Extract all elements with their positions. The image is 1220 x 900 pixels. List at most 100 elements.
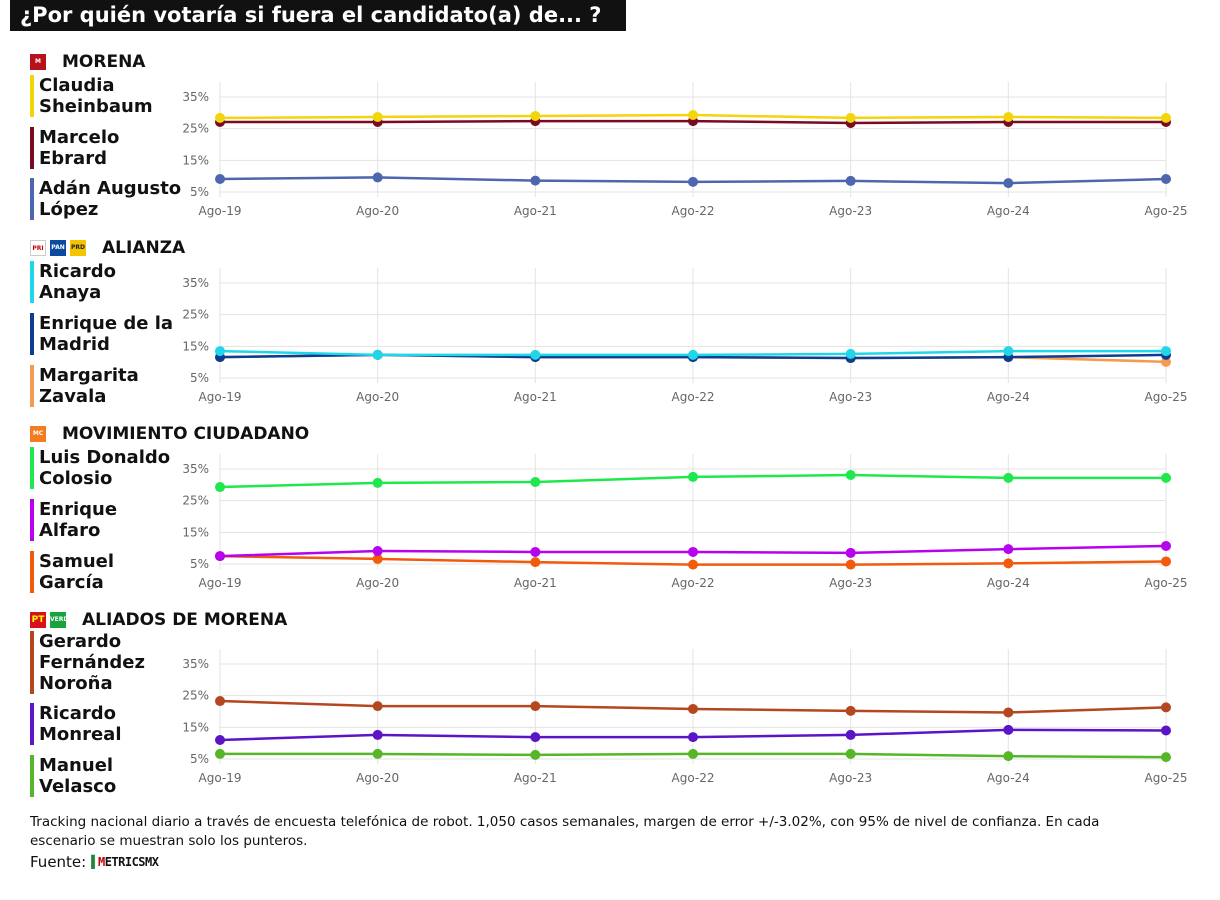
data-point[interactable] — [215, 696, 225, 707]
data-point[interactable] — [688, 176, 698, 187]
data-point[interactable] — [530, 476, 541, 487]
data-point[interactable] — [215, 174, 225, 185]
data-point[interactable] — [372, 748, 383, 759]
data-point[interactable] — [688, 732, 698, 743]
series — [215, 748, 1171, 763]
data-point[interactable] — [1161, 356, 1171, 367]
data-point[interactable] — [845, 705, 856, 716]
mc-logo-icon: MC — [30, 426, 46, 442]
legend-entry: Enrique Alfaro — [30, 499, 117, 541]
data-point[interactable] — [1003, 707, 1014, 718]
data-point[interactable] — [688, 471, 698, 482]
panel-header: PT VERDE ALIADOS DE MORENA — [30, 610, 287, 630]
legend-entry: Samuel García — [30, 551, 114, 593]
data-point[interactable] — [1161, 702, 1171, 713]
data-point[interactable] — [688, 546, 698, 557]
data-point[interactable] — [530, 701, 541, 712]
data-point[interactable] — [372, 546, 383, 557]
data-point[interactable] — [1161, 540, 1171, 551]
line-chart: 5% 15% 25% 35% Ago-19 Ago-20 Ago-21 Ago-22 Ago-2… — [182, 649, 1188, 785]
party-name: MORENA — [62, 52, 146, 72]
data-point[interactable] — [1003, 544, 1014, 555]
y-tick-label: 35% — [182, 657, 209, 671]
data-point[interactable] — [1161, 556, 1171, 567]
data-point[interactable] — [1161, 346, 1171, 357]
data-point[interactable] — [215, 735, 225, 745]
data-point[interactable] — [372, 349, 383, 360]
data-point[interactable] — [845, 547, 856, 558]
x-tick-label: Ago-25 — [1145, 771, 1188, 785]
data-point[interactable] — [530, 732, 541, 743]
x-tick-label: Ago-22 — [672, 204, 715, 218]
x-tick-label: Ago-19 — [199, 576, 242, 590]
data-point[interactable] — [215, 482, 225, 493]
data-point[interactable] — [530, 749, 541, 760]
data-point[interactable] — [215, 112, 225, 123]
data-point[interactable] — [1003, 178, 1014, 189]
morena-logo-icon: M — [30, 54, 46, 70]
y-tick-label: 25% — [182, 689, 209, 703]
data-point[interactable] — [688, 349, 698, 360]
data-point[interactable] — [688, 748, 698, 759]
data-point[interactable] — [372, 729, 383, 740]
data-point[interactable] — [372, 477, 383, 488]
data-point[interactable] — [845, 559, 856, 570]
party-name: MOVIMIENTO CIUDADANO — [62, 424, 310, 444]
data-point[interactable] — [845, 175, 856, 186]
data-point[interactable] — [1161, 472, 1171, 483]
data-point[interactable] — [530, 175, 541, 186]
data-point[interactable] — [372, 553, 383, 564]
data-point[interactable] — [1003, 111, 1014, 122]
data-point[interactable] — [1003, 751, 1014, 762]
data-point[interactable] — [1003, 472, 1014, 483]
data-point[interactable] — [688, 110, 698, 121]
panel-header: M MORENA — [30, 52, 145, 72]
data-point[interactable] — [372, 701, 383, 712]
legend-entry: Adán Augusto López — [30, 178, 181, 220]
legend-entry: Ricardo Monreal — [30, 703, 122, 745]
y-tick-label: 15% — [182, 525, 209, 539]
line-chart: 5% 15% 25% 35% Ago-19 Ago-20 Ago-21 Ago-22 Ago-2… — [182, 82, 1188, 218]
y-tick-label: 5% — [190, 185, 209, 199]
party-name: ALIANZA — [102, 238, 186, 258]
x-tick-label: Ago-23 — [829, 204, 872, 218]
data-point[interactable] — [530, 546, 541, 557]
data-point[interactable] — [530, 557, 541, 568]
data-point[interactable] — [845, 470, 856, 481]
x-tick-label: Ago-23 — [829, 576, 872, 590]
data-point[interactable] — [1161, 174, 1171, 185]
data-point[interactable] — [530, 111, 541, 121]
x-tick-label: Ago-25 — [1145, 204, 1188, 218]
data-point[interactable] — [1003, 724, 1014, 735]
x-tick-label: Ago-25 — [1145, 390, 1188, 404]
data-point[interactable] — [688, 559, 698, 570]
data-point[interactable] — [1161, 112, 1171, 123]
prd-logo-icon: PRD — [70, 240, 86, 256]
data-point[interactable] — [1161, 752, 1171, 763]
data-point[interactable] — [215, 346, 225, 357]
data-point[interactable] — [688, 703, 698, 714]
data-point[interactable] — [530, 349, 541, 360]
x-tick-label: Ago-19 — [199, 771, 242, 785]
x-tick-label: Ago-23 — [829, 390, 872, 404]
metricsmx-logo: ▌METRICSMX — [91, 855, 159, 869]
x-tick-label: Ago-22 — [672, 576, 715, 590]
x-tick-label: Ago-21 — [514, 204, 557, 218]
series — [215, 540, 1171, 562]
data-point[interactable] — [215, 748, 225, 759]
data-point[interactable] — [1161, 725, 1171, 736]
y-tick-label: 5% — [190, 752, 209, 766]
data-point[interactable] — [372, 111, 383, 122]
pt-logo-icon: PT — [30, 612, 46, 628]
data-point[interactable] — [845, 348, 856, 359]
data-point[interactable] — [845, 729, 856, 740]
legend-entry: Ricardo Anaya — [30, 261, 116, 303]
data-point[interactable] — [1003, 558, 1014, 569]
line-chart: 5% 15% 25% 35% Ago-19 Ago-20 Ago-21 Ago-22 Ago-2… — [182, 454, 1188, 590]
data-point[interactable] — [845, 748, 856, 759]
data-point[interactable] — [1003, 346, 1014, 357]
series — [215, 172, 1171, 189]
data-point[interactable] — [845, 112, 856, 123]
data-point[interactable] — [372, 172, 383, 183]
data-point[interactable] — [215, 551, 225, 562]
